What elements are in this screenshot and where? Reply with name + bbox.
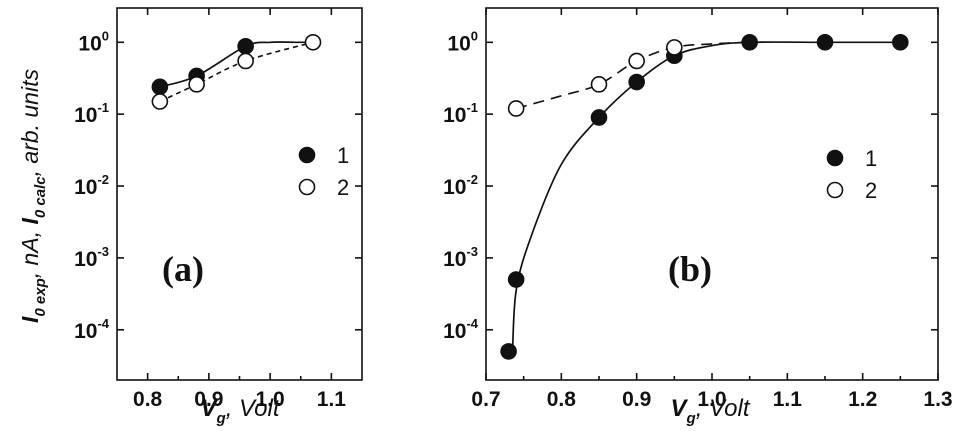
series-2-point <box>237 52 254 70</box>
y-tick-label: 10-3 <box>74 244 109 271</box>
x-tick-label: 0.9 <box>622 388 651 411</box>
series-1-point <box>816 33 834 51</box>
y-tick-label: 10-1 <box>443 100 478 127</box>
series-1-point <box>628 73 645 91</box>
series-1-point <box>741 33 758 51</box>
y-tick-label: 10-2 <box>74 172 109 199</box>
series-1-point <box>892 33 909 51</box>
legend-marker-1 <box>298 146 316 164</box>
legend-marker-2 <box>298 178 316 196</box>
series-1-point <box>151 78 169 96</box>
chart-panel-a: 0.8 0.9 1.0 1.1 100 10-1 10-2 10-3 10-4 1 2 (a) Vg, … <box>17 7 363 427</box>
y-axis-label: I0 exp, nA, I0 calc, arb. units <box>17 69 49 323</box>
y-tick-label: 10-3 <box>443 244 478 271</box>
legend-label-2: 2 <box>865 178 877 203</box>
series-1-point <box>237 37 254 55</box>
x-tick-label: 1.0 <box>697 388 726 411</box>
x-tick-label: 0.8 <box>547 388 577 411</box>
x-axis-label: Vg, Volt <box>671 395 751 427</box>
x-tick-label: 0.8 <box>133 388 163 411</box>
x-axis-label: Vg, Volt <box>201 395 281 427</box>
y-tick-label: 100 <box>78 28 109 55</box>
series-2-point <box>666 39 683 56</box>
x-tick-label: 1.2 <box>848 388 877 411</box>
y-tick-label: 100 <box>447 28 478 55</box>
panel-label: (b) <box>668 249 712 289</box>
chart-panel-b: 0.7 0.8 0.9 1.0 1.1 1.2 1.3 100 10-1 10-2 10-3 10-4… <box>443 7 953 427</box>
series-1-point <box>500 343 517 360</box>
legend-label-2: 2 <box>337 175 349 200</box>
x-tick-label: 1.3 <box>923 388 952 411</box>
legend-label-1: 1 <box>337 143 349 168</box>
y-tick-label: 10-4 <box>443 316 479 343</box>
x-tick-label: 1.0 <box>256 388 285 411</box>
y-tick-label: 10-2 <box>443 172 478 199</box>
series-2-point <box>188 76 205 93</box>
series-2-point <box>590 76 608 93</box>
series-1-curve <box>511 41 901 359</box>
y-tick-label: 10-1 <box>74 100 109 127</box>
x-tick-label: 1.1 <box>773 388 803 411</box>
panel-label: (a) <box>162 249 204 289</box>
legend-marker-1 <box>826 149 844 167</box>
x-tick-label: 0.7 <box>471 388 500 411</box>
series-2-point <box>507 100 525 117</box>
series-2-point <box>628 52 645 70</box>
series-1-point <box>590 109 608 126</box>
y-tick-label: 10-4 <box>74 316 110 343</box>
series-2-curve <box>159 41 314 103</box>
x-tick-label: 1.1 <box>317 388 347 411</box>
series-2-point <box>151 93 169 110</box>
series-1-point <box>507 271 525 288</box>
legend-marker-2 <box>826 181 844 199</box>
legend-label-1: 1 <box>865 146 877 171</box>
x-tick-label: 0.9 <box>194 388 223 411</box>
series-2-point <box>304 33 322 51</box>
